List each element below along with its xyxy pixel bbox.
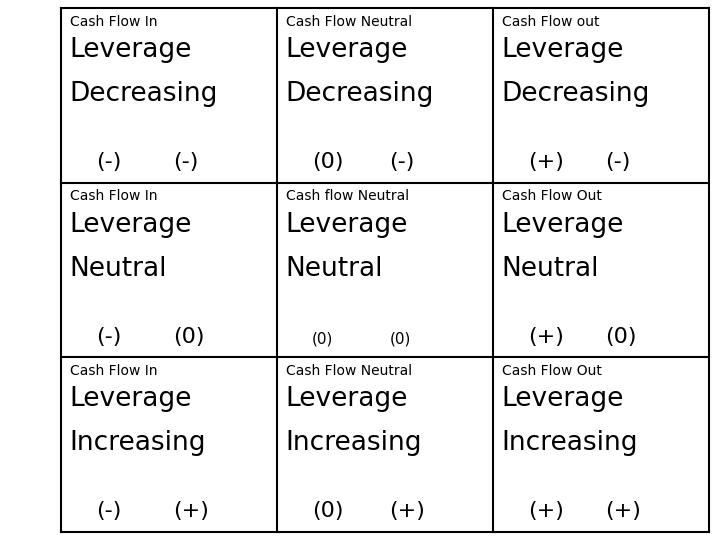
Text: (0): (0) [312,502,343,522]
Text: (0): (0) [174,327,205,347]
Text: (+): (+) [606,502,642,522]
Text: (+): (+) [174,502,210,522]
Text: Cash Flow Neutral: Cash Flow Neutral [286,364,412,378]
Text: (0): (0) [312,332,333,347]
Text: Leverage: Leverage [286,212,408,238]
Text: Cash flow Neutral: Cash flow Neutral [286,189,409,203]
Text: (-): (-) [96,152,121,172]
Text: Cash Flow Out: Cash Flow Out [502,364,602,378]
Text: Decreasing: Decreasing [70,81,218,107]
Text: Cash Flow Out: Cash Flow Out [502,189,602,203]
Text: (-): (-) [96,327,121,347]
Text: Cash Flow In: Cash Flow In [70,189,158,203]
Text: Leverage: Leverage [502,212,624,238]
Text: (+): (+) [390,502,426,522]
Text: Leverage: Leverage [70,387,192,413]
Text: Cash Flow out: Cash Flow out [502,15,599,29]
Text: (-): (-) [390,152,415,172]
Text: Cash Flow In: Cash Flow In [70,15,158,29]
Text: Leverage: Leverage [70,212,192,238]
Text: Neutral: Neutral [502,255,599,281]
Text: (+): (+) [528,152,564,172]
Text: Leverage: Leverage [70,37,192,63]
Text: Leverage: Leverage [502,387,624,413]
Text: Leverage: Leverage [286,37,408,63]
Text: Leverage: Leverage [502,37,624,63]
Text: Cash Flow Neutral: Cash Flow Neutral [286,15,412,29]
Text: (-): (-) [96,502,121,522]
Text: (-): (-) [174,152,199,172]
Text: Decreasing: Decreasing [502,81,650,107]
Text: (+): (+) [528,327,564,347]
Text: Neutral: Neutral [70,255,167,281]
Text: (0): (0) [390,332,411,347]
Text: (-): (-) [606,152,631,172]
Text: (0): (0) [606,327,637,347]
Text: Leverage: Leverage [286,387,408,413]
Text: Increasing: Increasing [70,430,207,456]
Text: Cash Flow In: Cash Flow In [70,364,158,378]
Text: Increasing: Increasing [286,430,423,456]
Text: Decreasing: Decreasing [286,81,434,107]
Text: (+): (+) [528,502,564,522]
Text: Neutral: Neutral [286,255,383,281]
Text: Increasing: Increasing [502,430,639,456]
Text: (0): (0) [312,152,343,172]
